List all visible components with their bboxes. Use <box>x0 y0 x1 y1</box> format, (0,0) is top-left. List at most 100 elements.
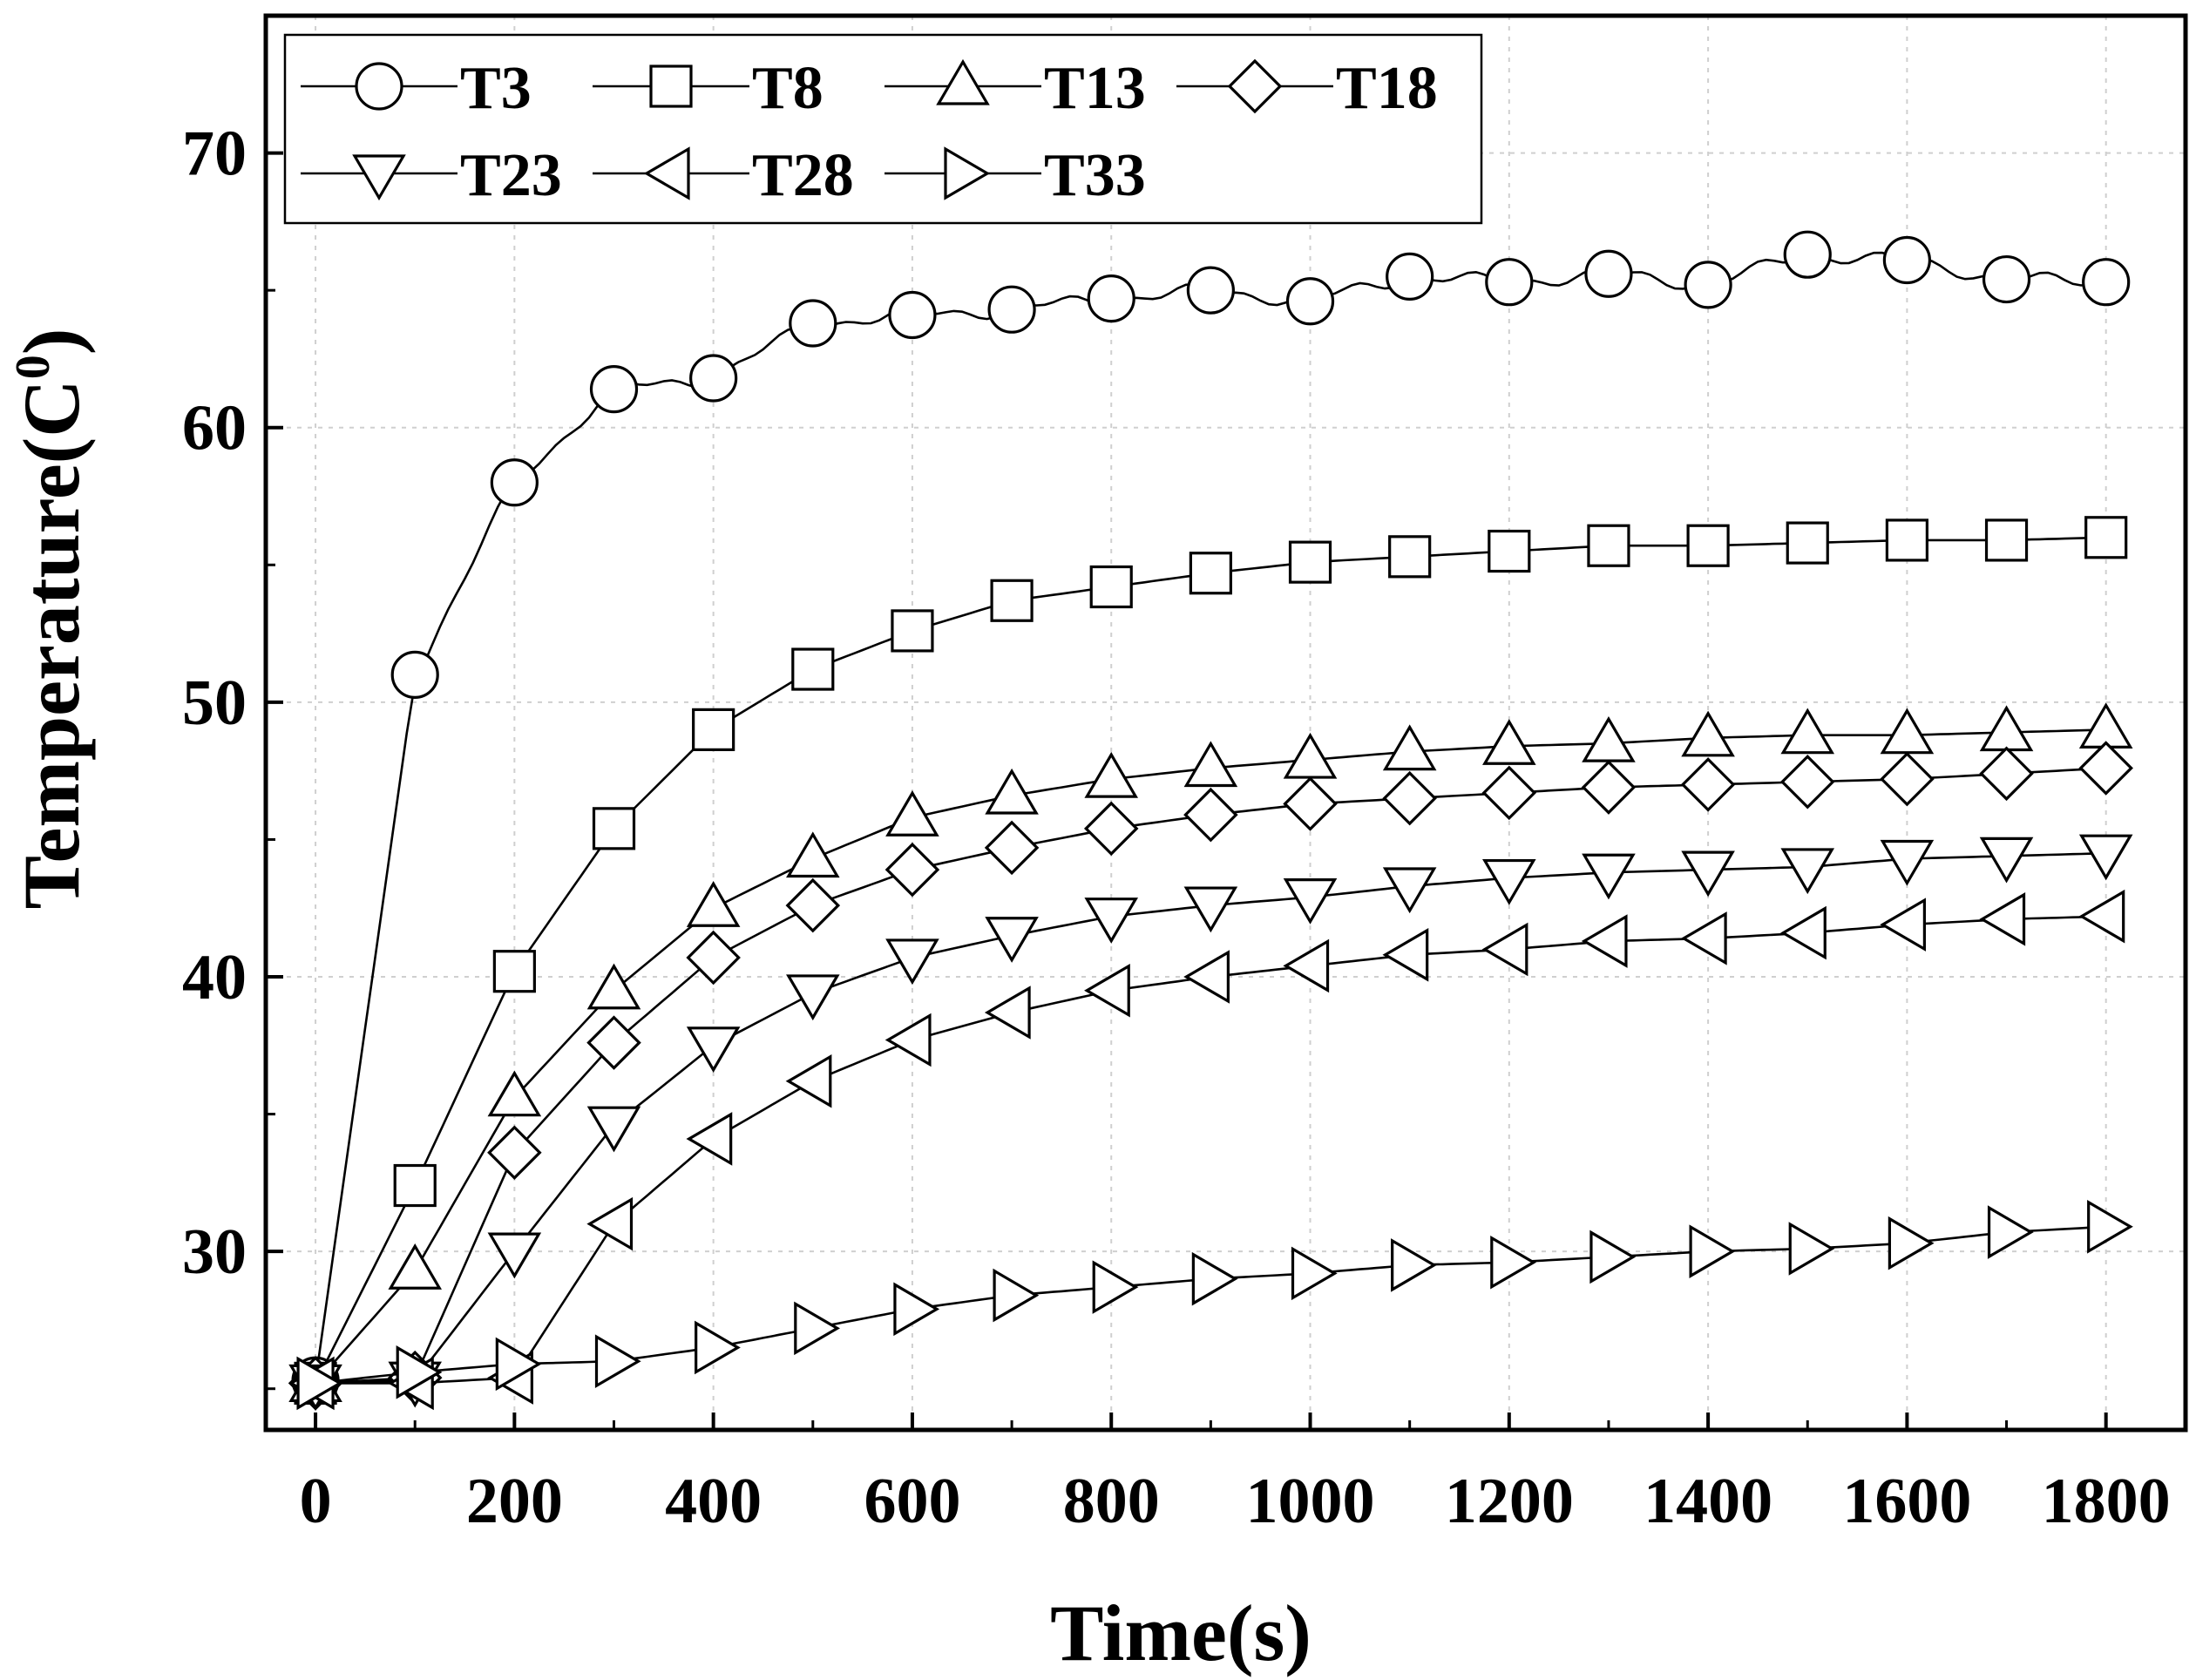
data-point-T3 <box>888 290 937 340</box>
legend-item-T8: T8 <box>593 55 824 122</box>
data-point-T3 <box>1982 254 2031 304</box>
data-point-T18 <box>1779 754 1835 810</box>
data-point-T3 <box>1584 249 1633 298</box>
data-point-T18 <box>1083 801 1139 857</box>
data-point-T18 <box>1581 760 1637 815</box>
y-axis-title-suffix: ) <box>7 329 96 356</box>
x-tick-label: 400 <box>665 1466 762 1537</box>
data-point-T23 <box>2078 834 2133 881</box>
data-point-T3 <box>1783 230 1832 279</box>
data-point-T33 <box>1092 1260 1139 1314</box>
data-point-T28 <box>785 1053 832 1108</box>
data-point-T28 <box>1283 938 1330 993</box>
data-point-T3 <box>1684 261 1732 309</box>
x-tick-label: 600 <box>864 1466 960 1537</box>
data-point-T33 <box>1589 1230 1637 1284</box>
plot-area-frame <box>263 13 2188 1433</box>
legend-item-T3: T3 <box>301 55 532 122</box>
legend-item-T28: T28 <box>593 142 854 209</box>
data-point-T33 <box>1689 1224 1736 1278</box>
data-point-T33 <box>893 1282 940 1337</box>
series-line-T23 <box>315 851 2106 1385</box>
data-point-T33 <box>594 1334 641 1388</box>
data-point-T3 <box>689 354 738 403</box>
data-point-T33 <box>993 1268 1040 1323</box>
data-point-T18 <box>686 930 741 986</box>
data-point-T18 <box>1481 765 1537 821</box>
data-point-T23 <box>686 1026 741 1073</box>
legend-marker-T3 <box>355 62 403 111</box>
y-axis-title: Temperature(C0) <box>6 329 96 910</box>
series-T28 <box>288 889 2125 1411</box>
x-tick-label: 1200 <box>1445 1466 1574 1537</box>
data-point-T13 <box>388 1243 443 1290</box>
data-point-T18 <box>1680 757 1736 812</box>
data-point-T23 <box>1283 878 1338 925</box>
data-point-T13 <box>487 1070 542 1117</box>
legend-item-T13: T13 <box>884 55 1146 122</box>
data-point-T23 <box>786 974 840 1021</box>
data-point-T13 <box>885 790 939 837</box>
x-tick-label: 800 <box>1063 1466 1160 1537</box>
data-point-T33 <box>794 1301 840 1356</box>
data-point-T8 <box>692 708 735 751</box>
y-tick-label: 70 <box>182 119 247 190</box>
data-point-T8 <box>891 609 934 653</box>
data-point-T23 <box>1979 837 2034 884</box>
series-layer <box>288 230 2133 1411</box>
data-point-T18 <box>1183 787 1238 843</box>
legend-label: T3 <box>460 55 532 122</box>
y-tick-label: 60 <box>182 393 247 464</box>
data-point-T8 <box>592 807 636 850</box>
legend-marker-T8 <box>649 64 693 108</box>
data-point-T13 <box>1482 719 1536 765</box>
data-point-T13 <box>985 768 1039 815</box>
legend-item-T33: T33 <box>884 142 1146 209</box>
data-point-T13 <box>786 831 840 878</box>
y-tick-label: 40 <box>182 942 247 1013</box>
series-T33 <box>296 1200 2133 1411</box>
legend-item-T23: T23 <box>301 142 562 209</box>
data-point-T33 <box>1391 1238 1437 1292</box>
data-point-T8 <box>2084 516 2128 559</box>
data-point-T8 <box>492 950 536 993</box>
data-point-T8 <box>1288 540 1332 584</box>
data-point-T18 <box>884 842 940 898</box>
data-point-T28 <box>1382 928 1429 982</box>
data-point-T28 <box>1084 963 1130 1018</box>
legend-label: T33 <box>1044 142 1146 209</box>
legend-marker-T13 <box>936 58 990 105</box>
x-tick-label: 0 <box>300 1466 332 1537</box>
data-point-T8 <box>1388 535 1432 579</box>
y-axis-title-main: Temperature(C <box>7 379 96 909</box>
data-point-T8 <box>1587 524 1630 567</box>
data-point-T13 <box>1780 708 1835 755</box>
data-point-T28 <box>2078 889 2125 944</box>
data-point-T18 <box>1880 751 1935 807</box>
data-point-T18 <box>785 877 841 933</box>
data-point-T23 <box>586 1106 641 1153</box>
x-tick-label: 1000 <box>1246 1466 1375 1537</box>
data-point-T18 <box>1283 776 1338 831</box>
data-point-T28 <box>1581 914 1628 968</box>
data-point-T23 <box>1482 858 1536 905</box>
x-tick-label: 1800 <box>2042 1466 2171 1537</box>
data-point-T28 <box>586 1196 634 1251</box>
data-point-T23 <box>1780 848 1835 895</box>
data-point-T23 <box>1582 853 1636 900</box>
data-point-T33 <box>1888 1216 1935 1270</box>
data-point-T8 <box>1885 518 1928 562</box>
x-axis-title: Time(s) <box>1050 1589 1312 1677</box>
data-point-T33 <box>1987 1205 2034 1259</box>
axis-ticks: 0 200 400 600 800 1000 1200 1400 1600 1800 30 40 50 6… <box>182 119 2171 1537</box>
data-point-T13 <box>2078 702 2133 749</box>
series-T23 <box>288 834 2133 1411</box>
data-point-T23 <box>487 1232 542 1279</box>
x-tick-label: 1400 <box>1644 1466 1772 1537</box>
legend-marker-T33 <box>944 146 991 200</box>
series-T3 <box>291 230 2131 1405</box>
data-point-T13 <box>1880 708 1935 755</box>
data-point-T8 <box>393 1163 437 1208</box>
legend-label: T13 <box>1044 55 1146 122</box>
